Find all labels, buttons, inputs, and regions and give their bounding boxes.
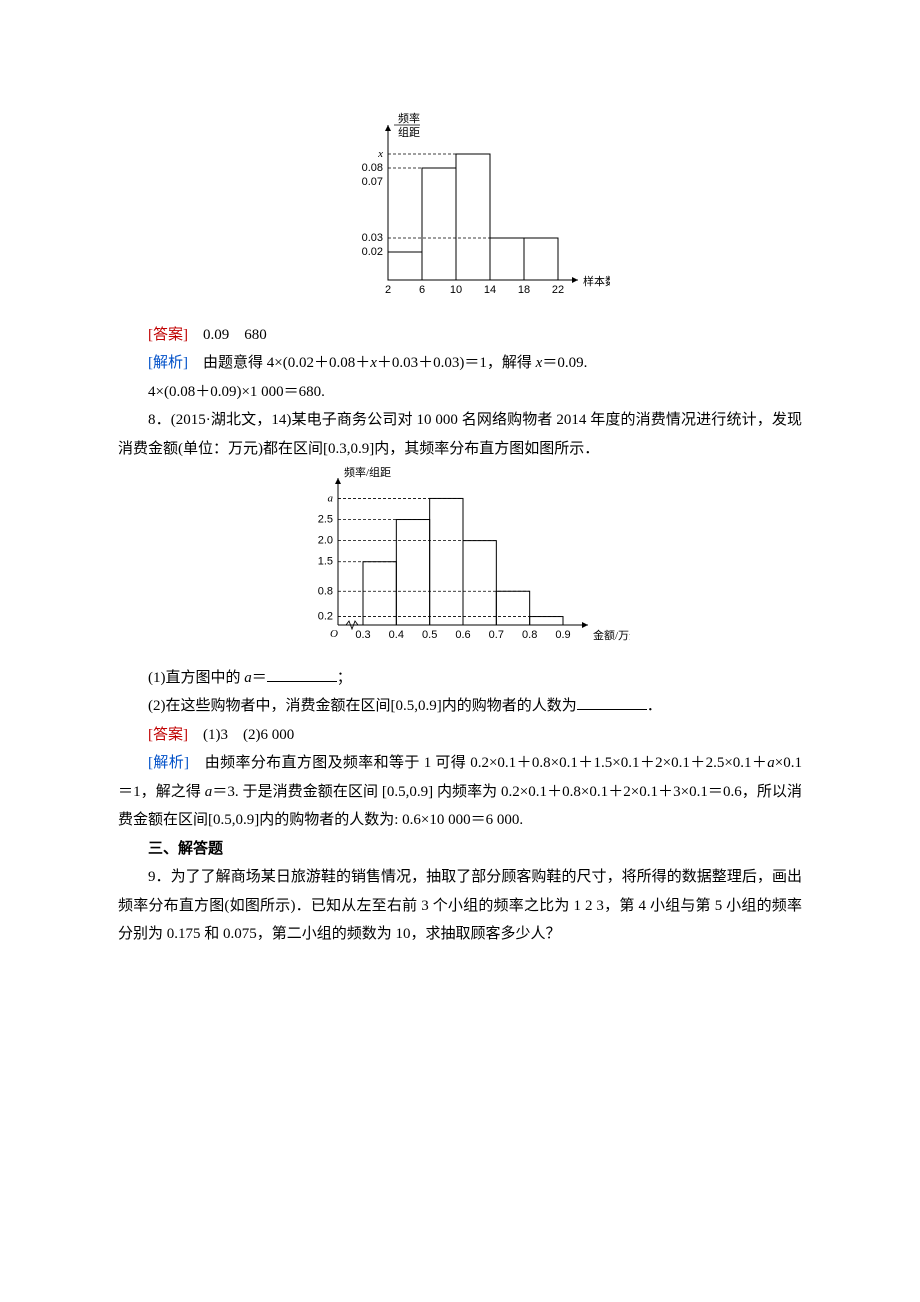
q8-sub2: (2)在这些购物者中，消费金额在区间[0.5,0.9]内的购物者的人数为． xyxy=(118,692,802,721)
svg-text:14: 14 xyxy=(484,284,496,296)
parse7-label: [解析] xyxy=(148,355,188,371)
svg-text:0.9: 0.9 xyxy=(555,629,570,641)
q8-sub1: (1)直方图中的 a＝； xyxy=(118,664,802,693)
blank-2 xyxy=(577,694,647,711)
svg-text:0.3: 0.3 xyxy=(355,629,370,641)
svg-text:0.08: 0.08 xyxy=(362,162,383,174)
svg-text:22: 22 xyxy=(552,284,564,296)
svg-text:0.4: 0.4 xyxy=(389,629,404,641)
parse8: [解析] 由频率分布直方图及频率和等于 1 可得 0.2×0.1＋0.8×0.1… xyxy=(118,749,802,835)
svg-text:0.6: 0.6 xyxy=(455,629,470,641)
answer7-label: [答案] xyxy=(148,327,188,343)
svg-text:0.8: 0.8 xyxy=(522,629,537,641)
svg-text:2.5: 2.5 xyxy=(318,514,333,526)
svg-text:a: a xyxy=(328,492,334,504)
svg-text:2.0: 2.0 xyxy=(318,535,333,547)
svg-text:0.2: 0.2 xyxy=(318,611,333,623)
svg-text:x: x xyxy=(377,148,383,160)
q8-num: 8． xyxy=(148,412,171,428)
svg-text:样本数据: 样本数据 xyxy=(583,274,610,288)
svg-text:0.5: 0.5 xyxy=(422,629,437,641)
q9-num: 9． xyxy=(148,869,171,885)
chart1-histogram: 频率组距样本数据 x 0.08 0.07 0.03 0.02 2 6 10 14 18 22 xyxy=(118,110,802,321)
q8-source: (2015·湖北文，14) xyxy=(171,412,292,428)
blank-1 xyxy=(267,665,337,682)
svg-text:频率/组距: 频率/组距 xyxy=(344,465,391,479)
svg-text:频率: 频率 xyxy=(398,111,420,125)
svg-text:0.07: 0.07 xyxy=(362,176,383,188)
svg-text:O: O xyxy=(330,628,338,640)
chart1-svg: 频率组距样本数据 x 0.08 0.07 0.03 0.02 2 6 10 14 18 22 xyxy=(310,110,610,310)
svg-text:18: 18 xyxy=(518,284,530,296)
svg-text:0.7: 0.7 xyxy=(489,629,504,641)
question8: 8．(2015·湖北文，14)某电子商务公司对 10 000 名网络购物者 20… xyxy=(118,406,802,463)
parse7-line1: [解析] 由题意得 4×(0.02＋0.08＋x＋0.03＋0.03)＝1，解得… xyxy=(118,349,802,378)
svg-text:0.8: 0.8 xyxy=(318,585,333,597)
svg-text:金额/万元: 金额/万元 xyxy=(593,628,630,642)
answer8: [答案] (1)3 (2)6 000 xyxy=(118,721,802,750)
answer8-label: [答案] xyxy=(148,727,188,743)
section3-title: 三、解答题 xyxy=(118,835,802,864)
parse8-label: [解析] xyxy=(148,755,189,771)
svg-text:组距: 组距 xyxy=(398,125,420,139)
question9: 9．为了了解商场某日旅游鞋的销售情况，抽取了部分顾客购鞋的尺寸，将所得的数据整理… xyxy=(118,863,802,949)
answer8-text: (1)3 (2)6 000 xyxy=(203,727,294,743)
svg-text:1.5: 1.5 xyxy=(318,556,333,568)
chart2-histogram: 频率/组距金额/万元 a 2.5 2.0 1.5 0.8 0.2 0.3 0.4 0.5 0.6 0.… xyxy=(118,463,802,664)
svg-text:0.02: 0.02 xyxy=(362,246,383,258)
chart2-svg: 频率/组距金额/万元 a 2.5 2.0 1.5 0.8 0.2 0.3 0.4 0.5 0.6 0.… xyxy=(290,463,630,653)
parse7-line2: 4×(0.08＋0.09)×1 000＝680. xyxy=(118,378,802,407)
svg-text:6: 6 xyxy=(419,284,425,296)
answer7: [答案] 0.09 680 xyxy=(118,321,802,350)
svg-text:10: 10 xyxy=(450,284,462,296)
answer7-text: 0.09 680 xyxy=(203,327,267,343)
q9-text: 为了了解商场某日旅游鞋的销售情况，抽取了部分顾客购鞋的尺寸，将所得的数据整理后，… xyxy=(118,869,802,942)
svg-text:2: 2 xyxy=(385,284,391,296)
svg-text:0.03: 0.03 xyxy=(362,232,383,244)
